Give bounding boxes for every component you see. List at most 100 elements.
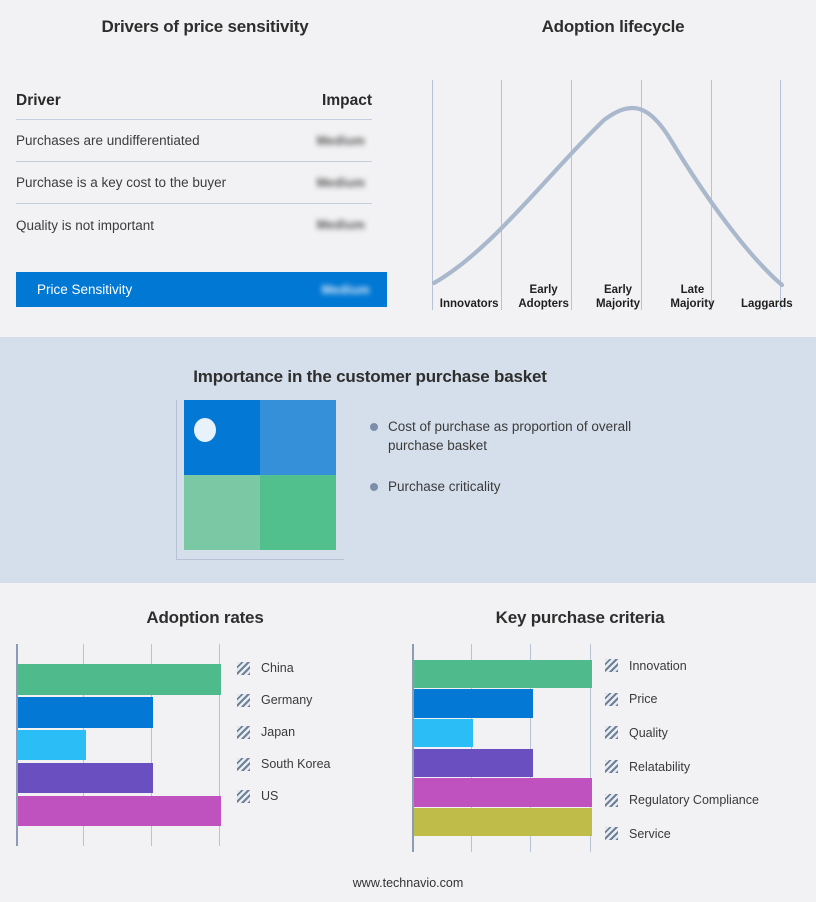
bullet-icon	[370, 483, 378, 491]
legend-label: Japan	[261, 725, 296, 739]
hatch-swatch-icon	[237, 757, 250, 771]
adoption-rates-panel: Adoption rates China Germany Japan South Ko…	[0, 583, 410, 902]
background-band-bottom	[0, 583, 816, 902]
bar-fill	[414, 748, 533, 777]
highlight-driver-name: Price Sensitivity	[37, 282, 133, 297]
bar-south-korea	[18, 762, 154, 794]
gridline-0	[16, 644, 18, 846]
table-row: Purchase is a key cost to the buyer Medi…	[16, 162, 372, 204]
legend-label: Relatability	[629, 759, 691, 774]
impact-value-redacted: Medium	[316, 175, 365, 190]
adoption-rates-chart	[16, 644, 221, 846]
drivers-panel-title: Drivers of price sensitivity	[101, 17, 309, 36]
legend-item-japan: Japan	[237, 716, 331, 748]
gridline-2	[151, 644, 152, 846]
quadrant-position-marker	[194, 418, 217, 442]
gridline-3	[590, 644, 591, 852]
driver-name: Purchase is a key cost to the buyer	[16, 175, 227, 190]
quadrant-y-axis	[176, 400, 177, 560]
lifecycle-stage-early-majority: Early Majority	[595, 284, 641, 310]
adoption-rates-title: Adoption rates	[146, 608, 264, 627]
legend-item-service: Service	[605, 817, 759, 851]
criteria-bars	[412, 644, 592, 852]
gridline-3	[219, 644, 220, 846]
hatch-swatch-icon	[605, 760, 618, 774]
drivers-panel: Drivers of price sensitivity Driver Impa…	[0, 0, 410, 337]
legend-label: Price	[629, 692, 658, 707]
bar-germany	[18, 697, 154, 728]
column-header-driver: Driver	[16, 92, 61, 109]
lifecycle-stage-laggards: Laggards	[740, 298, 793, 310]
lifecycle-gridlines	[432, 80, 781, 310]
list-item: Purchase criticality	[370, 477, 670, 496]
purchase-basket-panel: Importance in the customer purchase bask…	[0, 337, 816, 583]
key-purchase-criteria-panel: Key purchase criteria Innovation Price Qua…	[400, 583, 816, 902]
list-item: Cost of purchase as proportion of overal…	[370, 417, 670, 455]
quadrant-top-right	[260, 400, 336, 475]
criteria-gridlines	[412, 644, 592, 852]
hatch-swatch-icon	[237, 693, 250, 707]
gridline-1	[471, 644, 472, 852]
hatch-swatch-icon	[605, 659, 618, 673]
lifecycle-stage-early-adopters: Early Adopters	[518, 284, 569, 310]
adoption-bars	[16, 644, 221, 846]
adoption-lifecycle-panel: Adoption lifecycle Innovators Early Adop…	[410, 0, 816, 337]
bar-quality	[414, 719, 474, 748]
legend-label: South Korea	[261, 757, 331, 771]
legend-label: Quality	[629, 725, 668, 740]
bar-china	[18, 664, 221, 695]
bar-regulatory-compliance	[414, 778, 592, 807]
legend-label: Regulatory Compliance	[629, 793, 759, 808]
legend-item-innovation: Innovation	[605, 649, 759, 683]
purchase-basket-legend: Cost of purchase as proportion of overal…	[370, 417, 670, 518]
legend-label: Service	[629, 826, 671, 841]
bar-fill	[414, 778, 592, 807]
adoption-lifecycle-title: Adoption lifecycle	[541, 17, 685, 36]
quadrant-x-axis	[176, 559, 344, 560]
bar-fill	[414, 689, 533, 718]
driver-name: Quality is not important	[16, 217, 155, 233]
legend-item-china: China	[237, 652, 331, 684]
table-row: Purchases are undifferentiated Medium	[16, 120, 372, 162]
bar-fill	[414, 659, 592, 688]
bar-fill	[18, 795, 221, 827]
legend-item-quality: Quality	[605, 716, 759, 750]
hatch-swatch-icon	[237, 661, 250, 675]
hatch-swatch-icon	[237, 725, 250, 739]
hatch-swatch-icon	[605, 827, 618, 841]
bar-fill	[414, 808, 592, 837]
legend-item-us: US	[237, 780, 331, 812]
legend-label: Innovation	[629, 658, 687, 673]
bar-japan	[18, 729, 86, 761]
impact-value-redacted: Medium	[316, 218, 365, 232]
quadrant-top-left	[184, 400, 260, 475]
adoption-lifecycle-chart	[432, 80, 804, 310]
bar-relatability	[414, 748, 533, 777]
bar-fill	[414, 719, 474, 748]
legend-label: Germany	[261, 693, 313, 707]
highlight-impact-value-redacted: Medium	[321, 282, 370, 297]
table-row: Quality is not important Medium	[16, 204, 372, 246]
legend-item-relatability: Relatability	[605, 750, 759, 784]
quadrant-bottom-right	[260, 475, 336, 550]
purchase-basket-title: Importance in the customer purchase bask…	[193, 367, 547, 386]
bullet-icon	[370, 423, 378, 431]
bar-service	[414, 808, 592, 837]
footer-url: www.technavio.com	[352, 876, 464, 890]
bar-fill	[18, 762, 154, 794]
legend-label: Purchase criticality	[388, 479, 501, 494]
key-purchase-criteria-chart	[412, 644, 592, 852]
legend-item-germany: Germany	[237, 684, 331, 716]
drivers-table-header: Driver Impact	[16, 92, 372, 120]
bar-fill	[18, 697, 154, 728]
bar-fill	[18, 729, 86, 761]
key-purchase-criteria-legend: Innovation Price Quality Relatability Regula…	[605, 649, 759, 851]
legend-item-south-korea: South Korea	[237, 748, 331, 780]
gridline-2	[530, 644, 531, 852]
hatch-swatch-icon	[605, 726, 618, 740]
quadrant-grid	[184, 400, 336, 550]
legend-label: US	[261, 789, 279, 803]
legend-label: China	[261, 661, 294, 675]
quadrant-matrix-chart	[176, 400, 344, 560]
bar-fill	[18, 664, 221, 695]
